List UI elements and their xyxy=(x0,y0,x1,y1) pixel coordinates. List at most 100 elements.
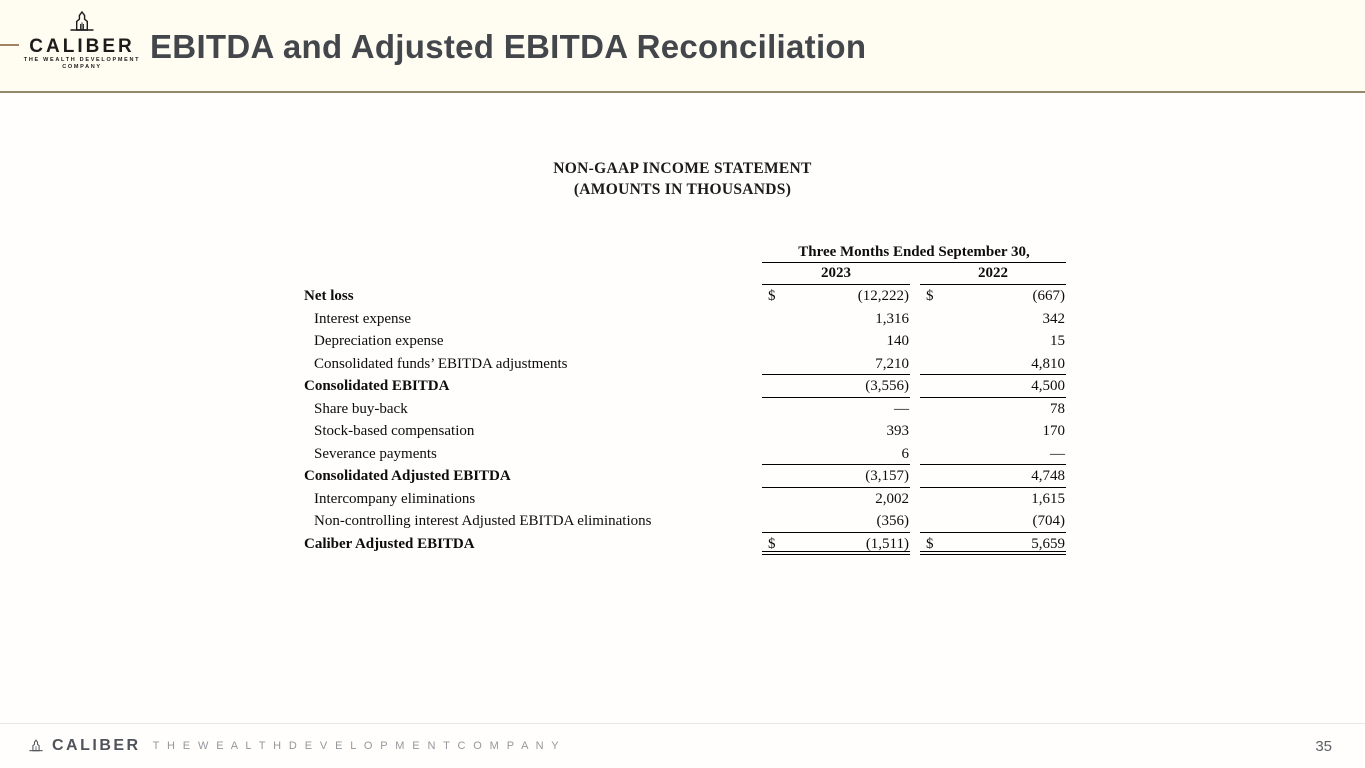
dollar-sign: $ xyxy=(926,288,934,304)
caliber-building-icon xyxy=(70,11,94,31)
amount-value: 2,002 xyxy=(875,490,909,507)
amount-cell: 170 xyxy=(920,420,1066,443)
amount-cell: 1,316 xyxy=(762,308,910,331)
statement-title: NON-GAAP INCOME STATEMENT xyxy=(553,160,812,177)
amount-cell: $ (12,222) xyxy=(762,285,910,308)
logo-tagline-line2: COMPANY xyxy=(62,64,102,70)
amount-value: (667) xyxy=(1032,288,1066,304)
amount-cell: 2,002 xyxy=(762,488,910,511)
column-gap xyxy=(910,375,920,398)
amount-cell: $5,659 xyxy=(920,533,1066,555)
amount-value: 342 xyxy=(1042,310,1066,327)
amount-value: 7,210 xyxy=(875,355,909,372)
row-label: Caliber Adjusted EBITDA xyxy=(304,535,475,552)
row-label: Severance payments xyxy=(314,445,437,462)
reconciliation-table: Three Months Ended September 30, 2023 20… xyxy=(304,242,1066,555)
amount-value: 140 xyxy=(886,333,910,349)
page-title: EBITDA and Adjusted EBITDA Reconciliatio… xyxy=(150,28,867,65)
amount-value: (12,222) xyxy=(857,288,909,304)
amount-value: (1,511) xyxy=(865,535,909,552)
amount-cell: 1,615 xyxy=(920,488,1066,511)
amount-cell: (3,556) xyxy=(762,375,910,398)
logo-tagline-line1: THE WEALTH DEVELOPMENT xyxy=(23,57,141,63)
table-row: Consolidated EBITDA (3,556) 4,500 xyxy=(304,375,1066,398)
table-year-row: 2023 2022 xyxy=(304,263,1066,285)
amount-cell: — xyxy=(762,398,910,421)
column-gap xyxy=(910,353,920,376)
amount-value: 4,748 xyxy=(1031,468,1065,484)
row-label: Net loss xyxy=(304,288,354,304)
accent-dash xyxy=(0,44,19,46)
amount-value: 78 xyxy=(1050,400,1065,417)
amount-value: (3,157) xyxy=(865,468,909,484)
dollar-sign: $ xyxy=(768,535,776,552)
footer: CALIBER T H E W E A L T H D E V E L O P … xyxy=(0,723,1365,768)
amount-cell: 393 xyxy=(762,420,910,443)
column-gap xyxy=(910,510,920,533)
dollar-sign: $ xyxy=(768,288,776,304)
amount-cell: 7,210 xyxy=(762,353,910,375)
amount-value: 393 xyxy=(886,423,910,439)
logo-name: CALIBER xyxy=(29,36,135,57)
footer-caliber-logo: CALIBER T H E W E A L T H D E V E L O P … xyxy=(27,737,561,755)
header: CALIBER THE WEALTH DEVELOPMENT COMPANY E… xyxy=(0,0,1365,93)
table-row: Share buy-back — 78 xyxy=(304,398,1066,421)
amount-value: 170 xyxy=(1042,423,1066,439)
row-label: Share buy-back xyxy=(314,400,408,417)
amount-cell: 78 xyxy=(920,398,1066,421)
row-label: Consolidated EBITDA xyxy=(304,378,450,394)
label-column-spacer xyxy=(304,242,762,263)
amount-cell: $ (1,511) xyxy=(762,533,910,555)
table-body: Net loss $ (12,222) $ (667) Interest expense 1… xyxy=(304,285,1066,555)
amount-cell: 15 xyxy=(920,330,1066,353)
column-gap xyxy=(910,398,920,421)
page-number: 35 xyxy=(1315,737,1332,755)
column-header-2022: 2022 xyxy=(920,263,1066,285)
amount-cell: (356) xyxy=(762,510,910,533)
amount-value: 6 xyxy=(901,445,910,462)
row-label: Consolidated funds’ EBITDA adjustments xyxy=(314,355,568,372)
column-gap xyxy=(910,263,920,285)
amount-value: 1,316 xyxy=(875,310,909,327)
table-row: Interest expense 1,316 342 xyxy=(304,308,1066,331)
amount-cell: 4,500 xyxy=(920,375,1066,398)
amount-cell: 342 xyxy=(920,308,1066,331)
amount-value: (704) xyxy=(1032,513,1066,529)
amount-value: (3,556) xyxy=(865,378,909,394)
amount-cell: $ (667) xyxy=(920,285,1066,308)
column-gap xyxy=(910,330,920,353)
amount-value: 5,659 xyxy=(1031,535,1065,552)
amount-value: 4,810 xyxy=(1031,355,1065,372)
table-row: Depreciation expense 140 15 xyxy=(304,330,1066,353)
column-gap xyxy=(910,465,920,488)
amount-value: 4,500 xyxy=(1031,378,1065,394)
row-label: Non-controlling interest Adjusted EBITDA… xyxy=(314,513,652,529)
label-column-spacer xyxy=(304,263,762,285)
table-row: Stock-based compensation 393 170 xyxy=(304,420,1066,443)
table-row: Consolidated Adjusted EBITDA (3,157) 4,748 xyxy=(304,465,1066,488)
amount-cell: (704) xyxy=(920,510,1066,533)
amount-cell: 140 xyxy=(762,330,910,353)
table-row: Severance payments 6 — xyxy=(304,443,1066,466)
column-gap xyxy=(910,443,920,466)
caliber-building-icon xyxy=(29,739,43,752)
table-row: Caliber Adjusted EBITDA $ (1,511) $5,659 xyxy=(304,533,1066,556)
footer-logo-name: CALIBER xyxy=(52,737,141,754)
amount-value: 1,615 xyxy=(1031,490,1065,507)
amount-cell: 4,810 xyxy=(920,353,1066,375)
row-label: Stock-based compensation xyxy=(314,423,475,439)
table-row: Net loss $ (12,222) $ (667) xyxy=(304,285,1066,308)
column-gap xyxy=(910,533,920,556)
column-gap xyxy=(910,488,920,511)
row-label: Consolidated Adjusted EBITDA xyxy=(304,468,511,484)
amount-value: — xyxy=(894,400,909,417)
amount-value: — xyxy=(1050,445,1065,462)
amount-value: 15 xyxy=(1050,333,1065,349)
table-period-row: Three Months Ended September 30, xyxy=(304,242,1066,263)
row-label: Interest expense xyxy=(314,310,412,327)
table-row: Consolidated funds’ EBITDA adjustments 7,… xyxy=(304,353,1066,376)
caliber-logo: CALIBER THE WEALTH DEVELOPMENT COMPANY xyxy=(24,11,140,71)
period-header: Three Months Ended September 30, xyxy=(762,242,1066,263)
amount-cell: 6 xyxy=(762,443,910,465)
